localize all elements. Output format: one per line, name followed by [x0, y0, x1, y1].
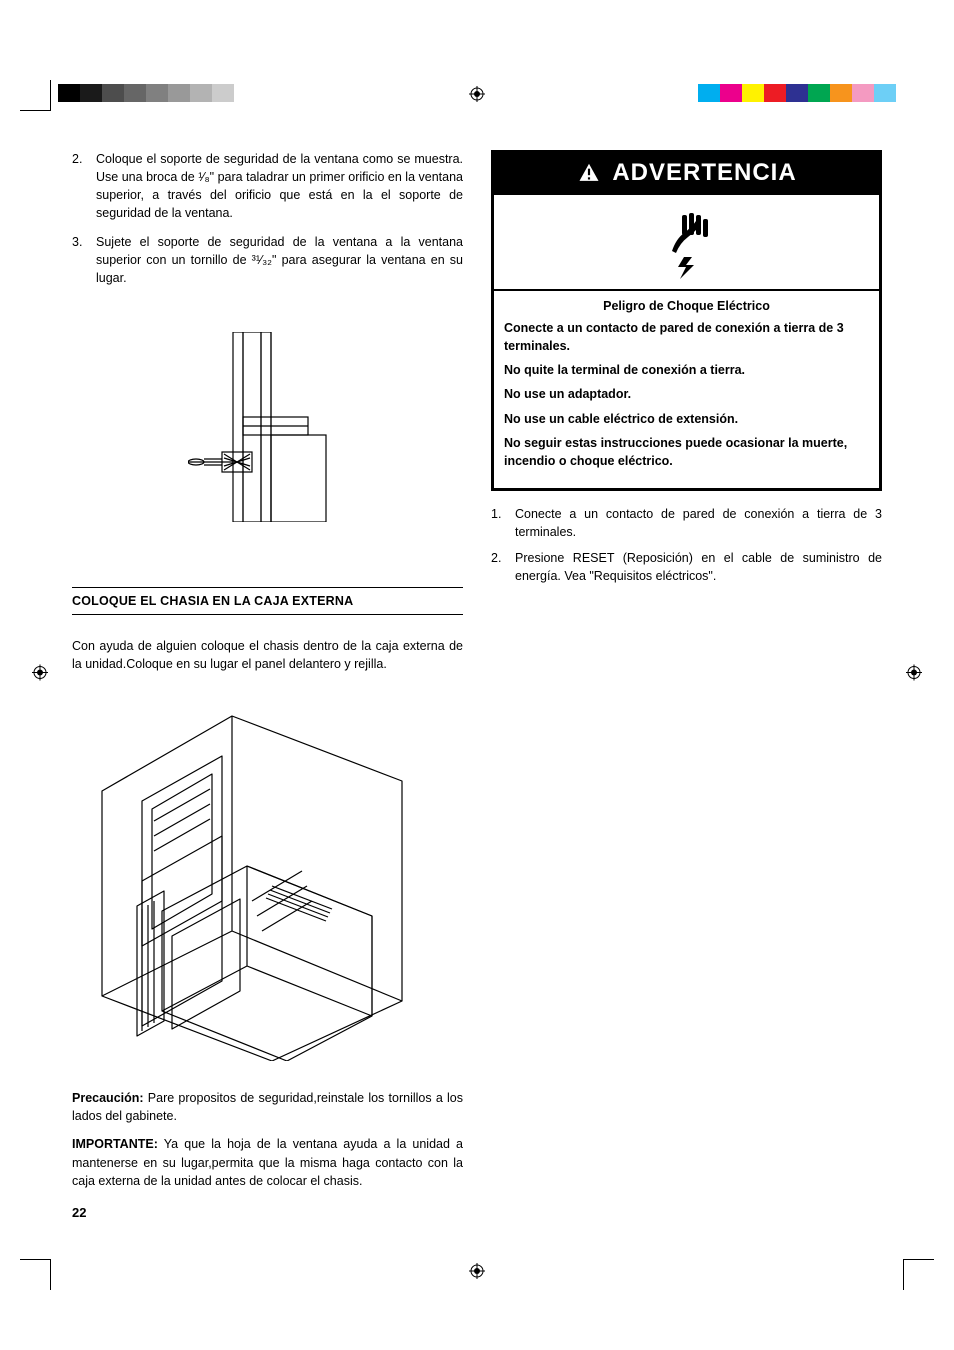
- crop-mark-top-left: [20, 80, 51, 111]
- page-number: 22: [72, 1205, 86, 1220]
- list-number: 3.: [72, 233, 96, 287]
- step-2-text: Coloque el soporte de seguridad de la ve…: [96, 150, 463, 223]
- warning-box: ADVERTENCIA Peli: [491, 150, 882, 491]
- warning-body: Peligro de Choque Eléctrico Conecte a un…: [494, 289, 879, 488]
- warning-subtitle: Peligro de Choque Eléctrico: [504, 299, 869, 313]
- list-number: 2.: [72, 150, 96, 223]
- swatch: [80, 84, 102, 102]
- swatch: [786, 84, 808, 102]
- step-3-text: Sujete el soporte de seguridad de la ven…: [96, 233, 463, 287]
- alert-triangle-icon: [576, 160, 602, 186]
- swatch: [58, 84, 80, 102]
- swatch: [190, 84, 212, 102]
- swatch: [168, 84, 190, 102]
- swatch: [830, 84, 852, 102]
- color-swatches: [698, 84, 896, 102]
- warning-line: Conecte a un contacto de pared de conexi…: [504, 319, 869, 355]
- precaucion-note: Precaución: Pare propositos de seguridad…: [72, 1089, 463, 1125]
- swatch: [234, 84, 256, 102]
- list-item: 2. Coloque el soporte de seguridad de la…: [72, 150, 463, 223]
- warning-line: No use un cable eléctrico de extensión.: [504, 410, 869, 428]
- figure-chassis-install: [72, 701, 412, 1061]
- list-number: 1.: [491, 505, 515, 541]
- list-item: 1. Conecte a un contacto de pared de con…: [491, 505, 882, 541]
- post-warning-steps: 1. Conecte a un contacto de pared de con…: [491, 505, 882, 586]
- list-number: 2.: [491, 549, 515, 585]
- importante-label: IMPORTANTE:: [72, 1137, 158, 1151]
- registration-mark-left: [32, 665, 48, 686]
- after-step-2: Presione RESET (Reposición) en el cable …: [515, 549, 882, 585]
- content-area: 2. Coloque el soporte de seguridad de la…: [72, 150, 882, 1230]
- swatch: [852, 84, 874, 102]
- warning-title: ADVERTENCIA: [612, 159, 796, 187]
- registration-mark-bottom: [469, 1263, 485, 1284]
- swatch: [720, 84, 742, 102]
- list-item: 3. Sujete el soporte de seguridad de la …: [72, 233, 463, 287]
- left-column: 2. Coloque el soporte de seguridad de la…: [72, 150, 463, 1230]
- registration-mark-top: [469, 86, 485, 107]
- after-step-1: Conecte a un contacto de pared de conexi…: [515, 505, 882, 541]
- crop-mark-bottom-right: [903, 1259, 934, 1290]
- warning-header: ADVERTENCIA: [494, 153, 879, 195]
- page: 2. Coloque el soporte de seguridad de la…: [0, 0, 954, 1350]
- warning-line: No use un adaptador.: [504, 385, 869, 403]
- swatch: [124, 84, 146, 102]
- swatch: [212, 84, 234, 102]
- warning-line: No seguir estas instrucciones puede ocas…: [504, 434, 869, 470]
- right-column: ADVERTENCIA Peli: [491, 150, 882, 1230]
- registration-mark-right: [906, 665, 922, 686]
- swatch: [102, 84, 124, 102]
- warning-line: No quite la terminal de conexión a tierr…: [504, 361, 869, 379]
- shock-icon-area: [494, 195, 879, 289]
- swatch: [764, 84, 786, 102]
- importante-note: IMPORTANTE: Ya que la hoja de la ventana…: [72, 1135, 463, 1189]
- swatch: [808, 84, 830, 102]
- swatch: [146, 84, 168, 102]
- crop-mark-bottom-left: [20, 1259, 51, 1290]
- swatch: [698, 84, 720, 102]
- electric-shock-icon: [652, 209, 722, 279]
- grayscale-swatches: [58, 84, 256, 102]
- section-heading: COLOQUE EL CHASIA EN LA CAJA EXTERNA: [72, 587, 463, 615]
- swatch: [742, 84, 764, 102]
- paragraph: Con ayuda de alguien coloque el chasis d…: [72, 637, 463, 673]
- figure-window-bracket: [168, 327, 368, 527]
- precaucion-label: Precaución:: [72, 1091, 144, 1105]
- swatch: [874, 84, 896, 102]
- list-item: 2. Presione RESET (Reposición) en el cab…: [491, 549, 882, 585]
